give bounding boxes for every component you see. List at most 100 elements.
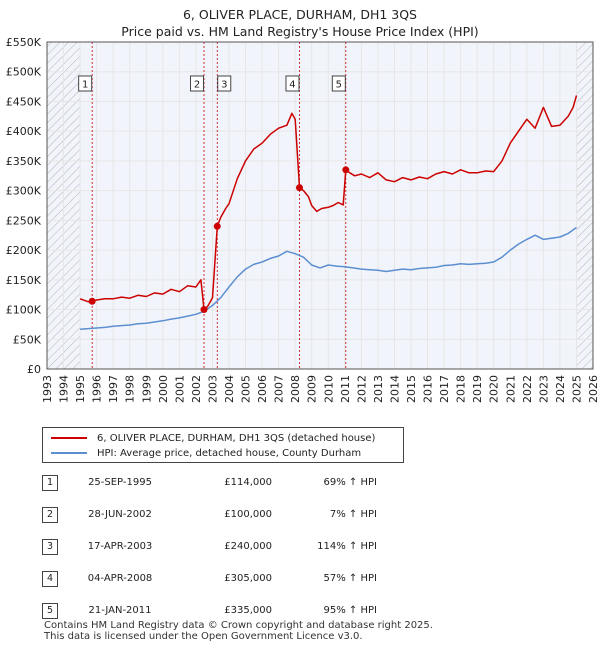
sale-number-badge: 4	[42, 571, 58, 587]
x-tick-label: 2009	[306, 375, 319, 403]
property-line-swatch	[51, 437, 87, 439]
legend-item-hpi: HPI: Average price, detached house, Coun…	[43, 446, 361, 460]
sale-point	[295, 184, 303, 192]
sale-point	[200, 306, 208, 314]
footer-line-2: This data is licensed under the Open Gov…	[44, 631, 363, 642]
chart-title: 6, OLIVER PLACE, DURHAM, DH1 3QS Price p…	[0, 6, 600, 40]
legend: 6, OLIVER PLACE, DURHAM, DH1 3QS (detach…	[42, 427, 404, 463]
x-tick-label: 2002	[190, 375, 203, 403]
x-tick-label: 2006	[256, 375, 269, 403]
sale-price: £305,000	[224, 573, 272, 584]
y-tick-label: £400K	[6, 125, 42, 138]
x-tick-label: 2005	[240, 375, 253, 403]
x-tick-label: 2019	[471, 375, 484, 403]
footer-line-1: Contains HM Land Registry data © Crown c…	[44, 620, 433, 631]
price-chart: 1 2 3 4 5 £0 £50K £100K £150K £200K £250K £300K £350…	[6, 36, 600, 403]
sale-marker-box	[285, 75, 300, 92]
y-tick-label: £50K	[13, 333, 42, 346]
sale-row: 2 28-JUN-2002 £100,000 7% ↑ HPI	[42, 507, 402, 523]
sale-date: 21-JAN-2011	[88, 605, 152, 616]
x-tick-label: 2022	[521, 375, 534, 403]
y-tick-label: £500K	[6, 66, 42, 79]
sale-date: 17-APR-2003	[87, 541, 153, 552]
sale-row: 4 04-APR-2008 £305,000 57% ↑ HPI	[42, 571, 402, 587]
footer-attribution: Contains HM Land Registry data © Crown c…	[44, 620, 433, 642]
sale-number-badge: 5	[42, 603, 58, 619]
sale-date: 25-SEP-1995	[88, 477, 152, 488]
sale-number-badge: 3	[42, 539, 58, 555]
sale-hpi-change: 95% ↑ HPI	[323, 605, 377, 616]
x-tick-label: 2010	[322, 375, 335, 403]
x-tick-label: 2024	[554, 375, 567, 403]
x-tick-label: 2007	[273, 375, 286, 403]
x-tick-label: 2017	[438, 375, 451, 403]
y-tick-label: £450K	[6, 95, 42, 108]
x-tick-label: 2008	[289, 375, 302, 403]
x-tick-label: 1997	[107, 375, 120, 403]
sale-date: 28-JUN-2002	[88, 509, 152, 520]
x-tick-label: 2000	[157, 375, 170, 403]
y-tick-label: £250K	[6, 214, 42, 227]
sale-number-badge: 1	[42, 475, 58, 491]
legend-label-property: 6, OLIVER PLACE, DURHAM, DH1 3QS (detach…	[97, 432, 376, 444]
sale-point	[342, 166, 350, 174]
sale-marker-label: 2	[194, 80, 200, 91]
axis-frame	[46, 41, 594, 370]
sale-price: £335,000	[224, 605, 272, 616]
y-tick-label: £100K	[6, 304, 42, 317]
y-tick-label: £150K	[6, 274, 42, 287]
x-tick-label: 1996	[91, 375, 104, 403]
x-tick-label: 2026	[587, 375, 600, 403]
sale-marker-label: 1	[82, 80, 88, 91]
legend-label-hpi: HPI: Average price, detached house, Coun…	[97, 447, 362, 459]
x-tick-label: 2004	[223, 375, 236, 403]
x-tick-label: 2015	[405, 375, 418, 403]
sale-marker-box	[190, 75, 205, 92]
title-line-1: 6, OLIVER PLACE, DURHAM, DH1 3QS	[182, 7, 417, 22]
x-tick-label: 2023	[537, 375, 550, 403]
plot-area	[47, 42, 593, 369]
x-tick-label: 1993	[41, 375, 54, 403]
x-tick-label: 1998	[124, 375, 137, 403]
x-tick-label: 2025	[570, 375, 583, 403]
sale-marker-label: 4	[289, 80, 295, 91]
title-line-2: Price paid vs. HM Land Registry's House …	[121, 24, 479, 39]
x-tick-label: 2012	[355, 375, 368, 403]
sale-hpi-change: 69% ↑ HPI	[323, 477, 377, 488]
sale-hpi-change: 7% ↑ HPI	[329, 509, 377, 520]
sale-number-badge: 2	[42, 507, 58, 523]
sale-price: £100,000	[224, 509, 272, 520]
x-tick-label: 2014	[388, 375, 401, 403]
sale-hpi-change: 114% ↑ HPI	[317, 541, 377, 552]
sale-hpi-change: 57% ↑ HPI	[323, 573, 377, 584]
y-tick-label: £550K	[6, 36, 42, 49]
sale-price: £240,000	[224, 541, 272, 552]
sale-marker-box	[331, 75, 346, 92]
x-tick-label: 2011	[339, 375, 352, 403]
property-price-line	[79, 95, 578, 311]
y-tick-label: £200K	[6, 244, 42, 257]
x-tick-label: 2016	[422, 375, 435, 403]
legend-item-property: 6, OLIVER PLACE, DURHAM, DH1 3QS (detach…	[43, 431, 375, 445]
hatched-region	[576, 42, 593, 369]
sale-marker-label: 3	[221, 80, 227, 91]
sale-date: 04-APR-2008	[87, 573, 153, 584]
y-tick-label: £0	[27, 363, 41, 376]
sale-row: 1 25-SEP-1995 £114,000 69% ↑ HPI	[42, 475, 402, 491]
x-tick-label: 2021	[504, 375, 517, 403]
sale-marker-box	[217, 75, 232, 92]
x-tick-label: 2001	[173, 375, 186, 403]
x-tick-label: 1995	[74, 375, 87, 403]
x-tick-label: 2018	[455, 375, 468, 403]
x-tick-label: 2013	[372, 375, 385, 403]
x-tick-label: 2020	[488, 375, 501, 403]
x-tick-label: 2003	[206, 375, 219, 403]
x-tick-label: 1994	[58, 375, 71, 403]
sale-marker-box	[78, 75, 93, 92]
y-tick-label: £300K	[6, 185, 42, 198]
sale-point	[88, 297, 96, 305]
sale-point	[213, 222, 221, 230]
sale-row: 5 21-JAN-2011 £335,000 95% ↑ HPI	[42, 603, 402, 619]
hpi-line	[80, 226, 577, 330]
hpi-line-swatch	[51, 452, 87, 454]
